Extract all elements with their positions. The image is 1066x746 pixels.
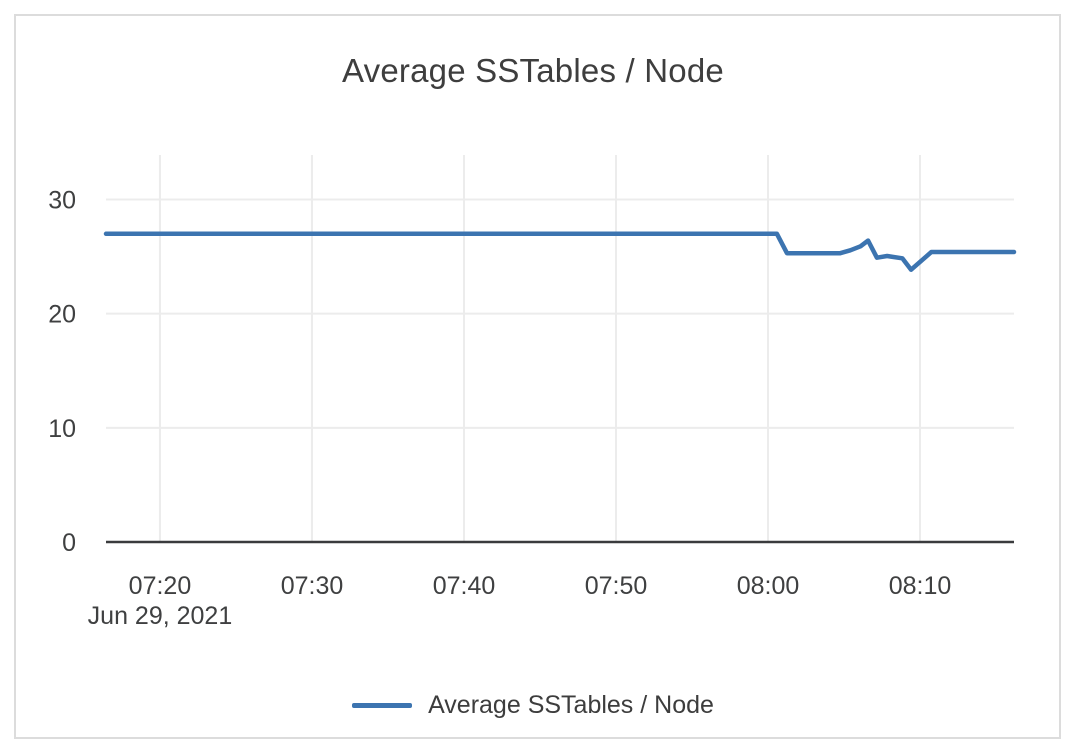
y-tick-label: 20 — [48, 301, 76, 329]
legend-label: Average SSTables / Node — [428, 691, 714, 719]
chart-title: Average SSTables / Node — [342, 52, 724, 89]
y-tick-label: 0 — [62, 529, 76, 557]
legend: Average SSTables / Node — [0, 691, 1066, 720]
x-tick-label: 07:30 — [281, 572, 344, 600]
y-tick-label: 30 — [48, 187, 76, 215]
x-tick-label: 07:20 — [129, 572, 192, 600]
line-swatch-icon — [352, 703, 413, 708]
x-tick-label: 07:50 — [585, 572, 648, 600]
x-axis-date-label: Jun 29, 2021 — [88, 602, 233, 630]
x-tick-label: 08:10 — [889, 572, 952, 600]
chart-card — [14, 14, 1061, 739]
x-tick-label: 07:40 — [433, 572, 496, 600]
y-tick-label: 10 — [48, 415, 76, 443]
x-tick-label: 08:00 — [737, 572, 800, 600]
legend-item[interactable]: Average SSTables / Node — [352, 691, 714, 720]
series-line[interactable] — [103, 231, 1017, 272]
